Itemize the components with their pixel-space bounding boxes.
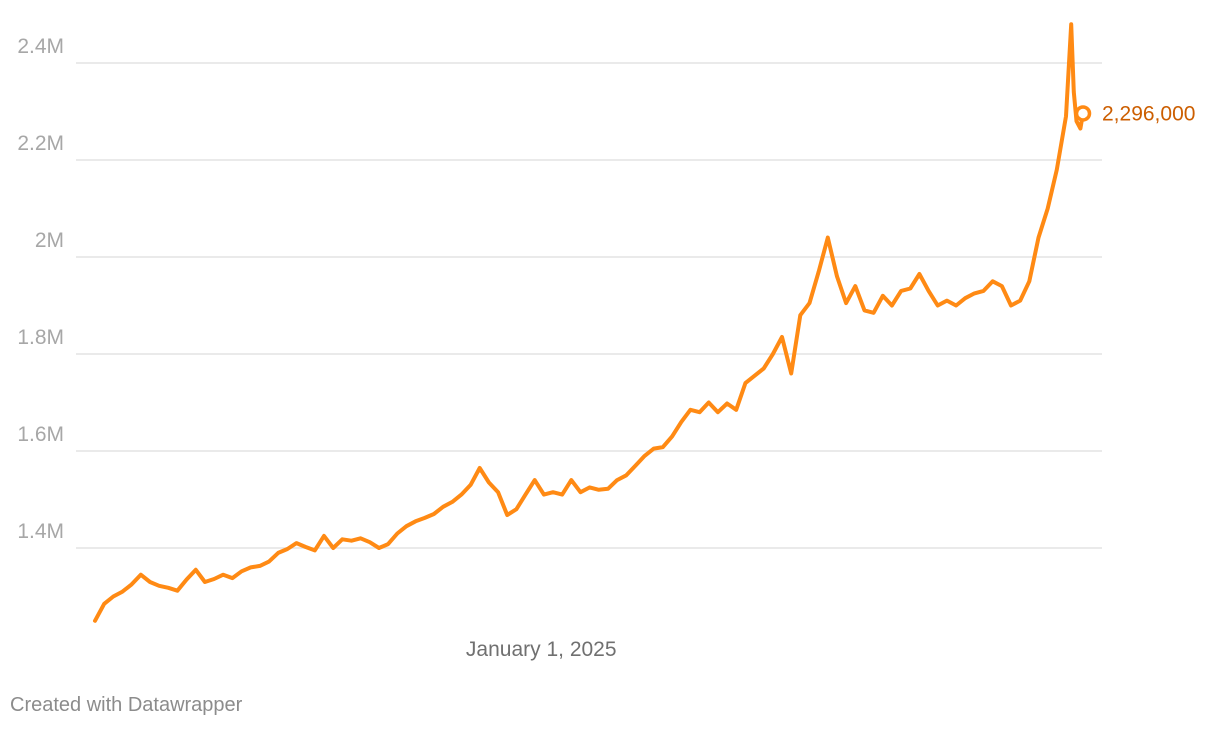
- y-tick-label: 1.4M: [17, 520, 64, 543]
- y-axis-ticks: 1.4M 1.6M 1.8M 2M 2.2M 2.4M: [17, 35, 64, 543]
- y-tick-label: 1.8M: [17, 326, 64, 349]
- series-layer: [93, 22, 1085, 623]
- y-tick-label: 2.4M: [17, 35, 64, 58]
- y-tick-label: 2M: [35, 229, 64, 252]
- x-axis-ticks: January 1, 2025: [466, 638, 617, 661]
- gridlines: [76, 62, 1102, 549]
- y-tick-label: 1.6M: [17, 423, 64, 446]
- credit-text: Created with Datawrapper: [10, 694, 243, 716]
- end-point-marker: [1074, 105, 1092, 122]
- y-tick-label: 2.2M: [17, 132, 64, 155]
- end-marker-group: 2,296,000: [1074, 102, 1195, 125]
- series-line: [93, 22, 1085, 623]
- end-value-label: 2,296,000: [1102, 102, 1195, 125]
- line-chart: 1.4M 1.6M 1.8M 2M 2.2M 2.4M January 1, 2025 2…: [17, 22, 1195, 661]
- x-tick-label: January 1, 2025: [466, 638, 617, 661]
